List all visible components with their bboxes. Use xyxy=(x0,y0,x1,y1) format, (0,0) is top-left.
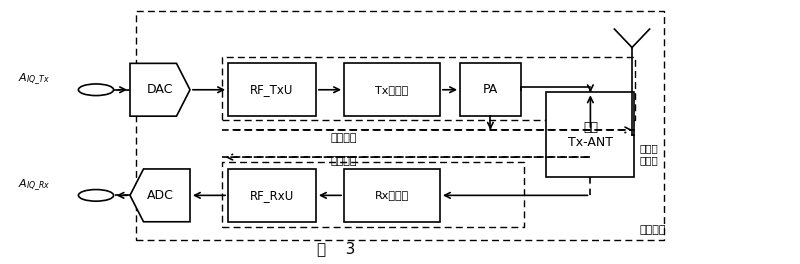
Text: 传送能
量泄露: 传送能 量泄露 xyxy=(640,144,658,165)
Text: Rx过滤器: Rx过滤器 xyxy=(375,190,409,200)
Text: 接收通道: 接收通道 xyxy=(330,156,358,166)
Text: $A_{IQ\_Rx}$: $A_{IQ\_Rx}$ xyxy=(18,177,50,192)
Polygon shape xyxy=(130,63,190,116)
Bar xyxy=(460,63,521,116)
Bar xyxy=(228,169,316,222)
Polygon shape xyxy=(130,169,190,222)
Text: RF_TxU: RF_TxU xyxy=(250,83,294,96)
Bar xyxy=(228,63,316,116)
Bar xyxy=(344,169,440,222)
Text: Tx过滤器: Tx过滤器 xyxy=(375,85,409,95)
Circle shape xyxy=(78,190,114,201)
Text: $A_{IQ\_Tx}$: $A_{IQ\_Tx}$ xyxy=(18,72,50,87)
Bar xyxy=(546,92,634,177)
Circle shape xyxy=(78,84,114,96)
Text: DAC: DAC xyxy=(147,83,173,96)
Text: ADC: ADC xyxy=(146,189,174,202)
Bar xyxy=(344,63,440,116)
Text: PA: PA xyxy=(482,83,498,96)
Text: 收发通道: 收发通道 xyxy=(640,225,666,235)
Text: RF_RxU: RF_RxU xyxy=(250,189,294,202)
Text: 图    3: 图 3 xyxy=(317,241,355,256)
Text: 发射通道: 发射通道 xyxy=(330,133,358,143)
Text: 开关
Tx-ANT: 开关 Tx-ANT xyxy=(568,121,613,149)
